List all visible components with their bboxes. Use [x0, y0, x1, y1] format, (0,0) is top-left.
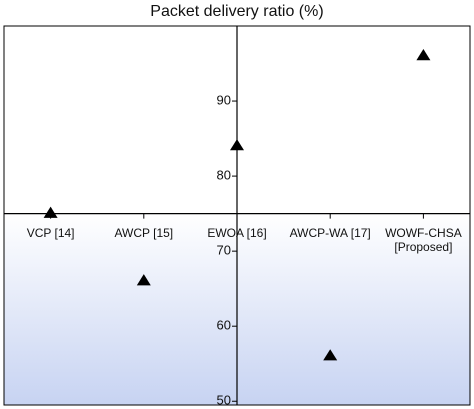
marker — [136, 274, 151, 286]
y-tick-label: 60 — [217, 318, 231, 333]
y-tick-label: 90 — [217, 92, 231, 107]
marker — [230, 139, 244, 151]
y-tick-label: 50 — [217, 393, 231, 408]
y-tick-label: 70 — [217, 243, 231, 258]
x-tick-label: EWOA [16] — [207, 225, 267, 240]
x-tick-label: VCP [14] — [26, 225, 75, 240]
marker — [43, 206, 58, 218]
x-tick-label: AWCP-WA [17] — [289, 225, 371, 240]
marker — [323, 349, 338, 361]
marker — [416, 49, 431, 61]
x-tick-label: WOWF-CHSA [Proposed] — [385, 225, 462, 254]
chart-title: Packet delivery ratio (%) — [150, 3, 323, 20]
y-tick-label: 80 — [217, 168, 231, 183]
x-tick-label: AWCP [15] — [114, 225, 174, 240]
